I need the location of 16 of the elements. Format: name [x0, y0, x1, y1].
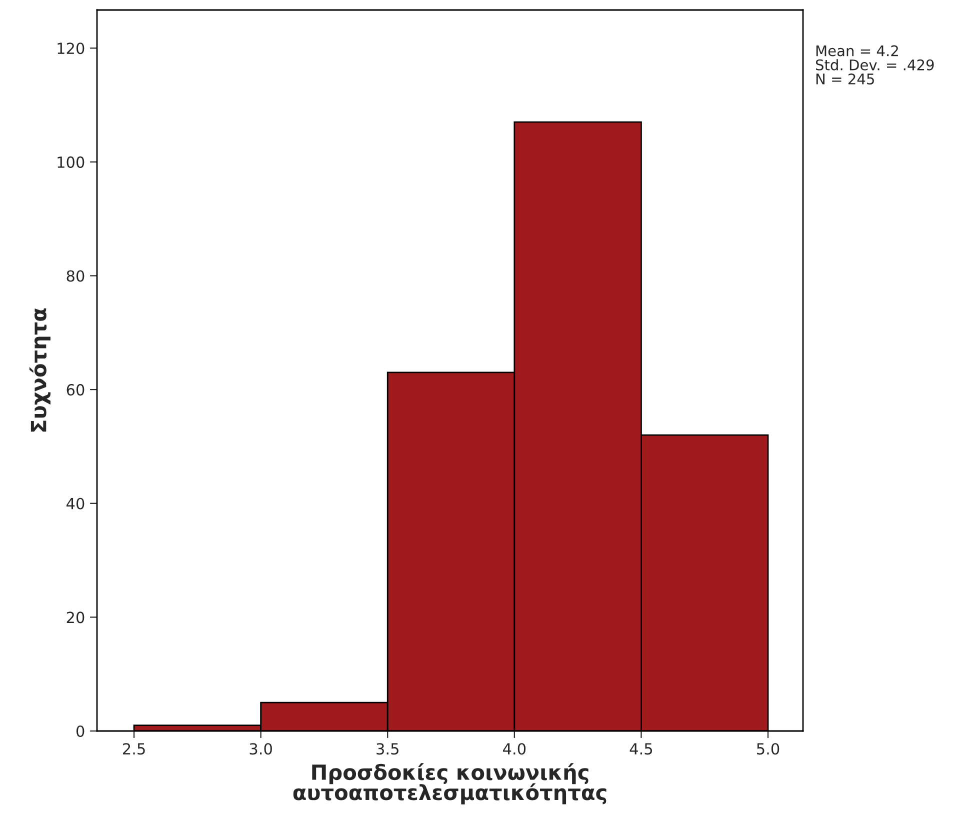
y-tick-label: 60	[66, 384, 84, 396]
x-tick-label: 4.5	[630, 743, 652, 755]
y-tick-label: 120	[58, 42, 84, 54]
x-tick-label: 3.0	[250, 743, 272, 755]
y-tick-label: 100	[58, 156, 84, 168]
x-tick-label: 2.5	[122, 743, 145, 755]
y-tick-label: 40	[66, 498, 84, 510]
y-axis-title: Συχνότητα	[29, 308, 50, 432]
x-tick-label: 4.0	[503, 743, 526, 755]
x-tick-label: 5.0	[757, 743, 780, 755]
x-tick-label: 3.5	[376, 743, 398, 755]
y-tick-label: 0	[76, 725, 84, 738]
text: Mean = 4.2 Std. Dev. = .429 N = 245	[816, 45, 934, 85]
y-tick-label: 80	[66, 270, 84, 282]
x-axis-title: Προσδοκίες κοινωνικής αυτοαποτελεσματικότητας	[293, 763, 606, 804]
y-tick-label: 20	[66, 612, 84, 624]
